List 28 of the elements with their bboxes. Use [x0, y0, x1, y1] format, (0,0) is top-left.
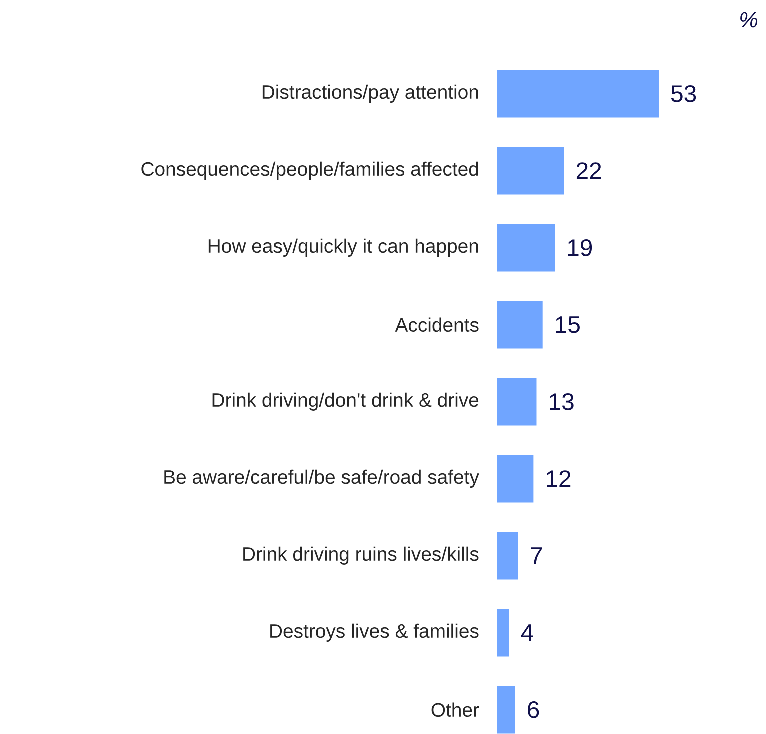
bar	[497, 70, 659, 118]
y-tick-label: Distractions/pay attention	[262, 84, 478, 103]
y-tick-label: Consequences/people/families affected	[142, 162, 478, 180]
bar	[497, 224, 556, 272]
y-tick-label: How easy/quickly it can happen	[208, 238, 478, 257]
bar	[497, 609, 510, 657]
bar	[497, 455, 534, 503]
data-label: 19	[568, 239, 592, 256]
bar	[497, 532, 518, 580]
bar	[497, 301, 543, 349]
data-label: 15	[556, 316, 580, 334]
y-tick-label: Drink driving/don't drink & drive	[212, 392, 479, 411]
data-label: 13	[550, 393, 574, 410]
data-label: 6	[528, 701, 540, 718]
data-label: 12	[547, 470, 571, 488]
data-label: 53	[671, 85, 696, 102]
bar	[497, 686, 516, 734]
y-tick-label: Destroys lives & families	[270, 624, 479, 642]
y-tick-label: Other	[432, 702, 480, 718]
x-axis-title: %	[740, 12, 758, 28]
y-tick-label: Accidents	[395, 318, 479, 332]
y-tick-label: Be aware/careful/be safe/road safety	[164, 470, 480, 488]
data-label: 4	[521, 624, 534, 642]
data-label: 7	[531, 548, 542, 564]
y-tick-label: Drink driving ruins lives/kills	[244, 546, 479, 565]
bar	[497, 147, 564, 195]
bar	[497, 378, 537, 426]
data-label: 22	[576, 162, 602, 180]
